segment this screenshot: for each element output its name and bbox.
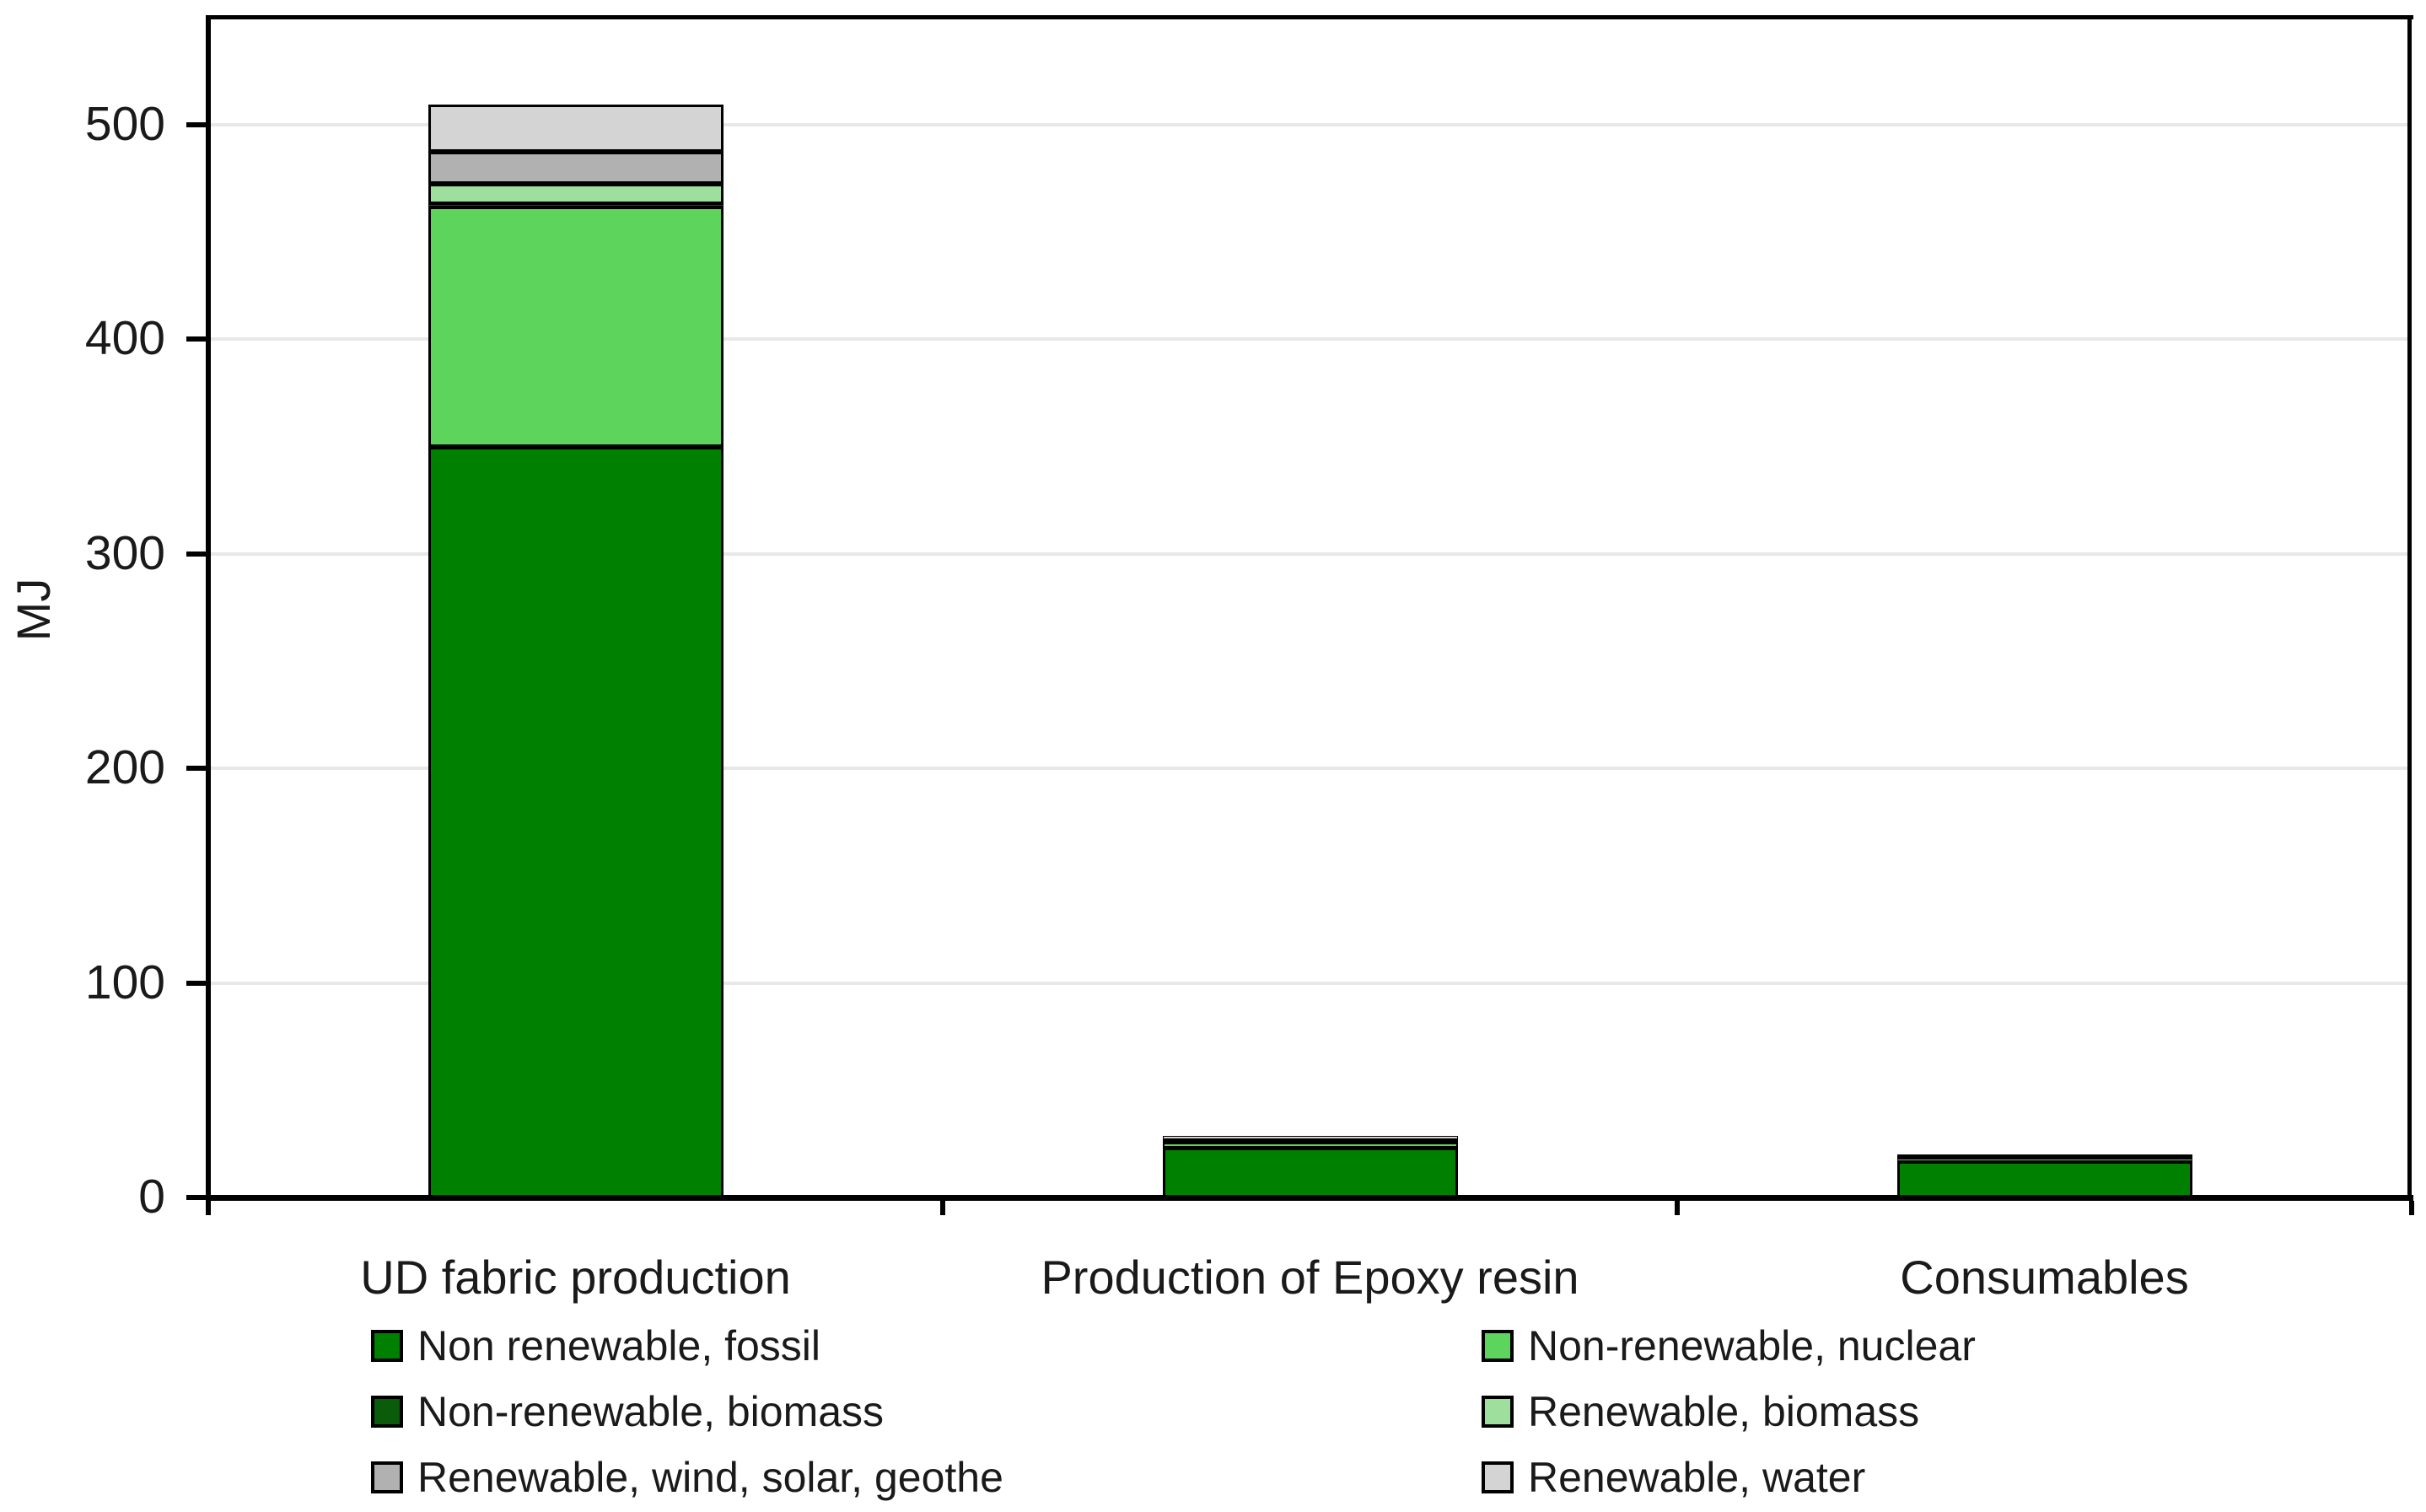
y-tick-mark [186,551,208,557]
x-tick-mark [1675,1201,1680,1215]
bar-segment [428,151,723,184]
y-tick-label: 500 [84,97,165,151]
y-axis-line [206,15,211,1201]
y-tick-label: 400 [84,311,165,366]
y-tick-mark [186,1195,208,1200]
gridline-100 [211,981,2407,985]
legend-swatch [1482,1461,1514,1493]
x-axis-line [206,1195,2413,1201]
x-category-label: Consumables [1900,1251,2189,1304]
x-tick-mark [206,1201,211,1215]
y-tick-mark [186,766,208,772]
x-tick-mark [2409,1201,2414,1215]
bar-segment [428,204,723,207]
y-tick-mark [186,122,208,127]
bar-segment [1162,1142,1458,1144]
legend-swatch [371,1330,403,1362]
x-category-label: Production of Epoxy resin [1041,1251,1579,1304]
legend-item: Non-renewable, nuclear [1482,1325,1976,1367]
legend-label: Non renewable, fossil [417,1322,821,1369]
bar-segment [1896,1155,2192,1158]
y-tick-mark [186,336,208,342]
y-tick-label: 0 [138,1170,165,1224]
bar-segment [1162,1138,1458,1141]
bar-segment [428,206,723,447]
bar-segment [428,183,723,205]
y-tick-label: 300 [84,525,165,580]
legend-swatch [1482,1396,1514,1428]
legend-item: Renewable, water [1482,1456,1865,1499]
bar-segment [1162,1140,1458,1143]
legend-label: Non-renewable, nuclear [1528,1322,1976,1369]
legend-label: Renewable, wind, solar, geothe [417,1454,1003,1501]
gridline-300 [211,552,2407,556]
y-tick-label: 200 [84,740,165,795]
x-tick-mark [940,1201,945,1215]
bar-segment [428,104,723,152]
legend-label: Renewable, water [1528,1454,1866,1501]
bar-segment [428,446,723,1197]
bar-segment [1162,1135,1458,1139]
y-tick-label: 100 [84,955,165,1009]
legend-item: Renewable, wind, solar, geothe [371,1456,1003,1499]
bar-segment [1896,1154,2192,1157]
plot-border-top [206,15,2413,19]
legend-item: Non renewable, fossil [371,1325,820,1367]
plot-border-right [2407,15,2412,1201]
legend-swatch [371,1461,403,1493]
y-axis-title: MJ [6,578,60,642]
legend-label: Non-renewable, biomass [417,1388,885,1435]
bar-segment [1896,1160,2192,1197]
bar-segment [1162,1148,1458,1197]
legend-item: Non-renewable, biomass [371,1391,884,1433]
legend-swatch [371,1396,403,1428]
gridline-400 [211,337,2407,342]
legend-item: Renewable, biomass [1482,1391,1919,1433]
gridline-200 [211,767,2407,771]
gridline-500 [211,123,2407,126]
legend-label: Renewable, biomass [1528,1388,1920,1435]
y-tick-mark [186,980,208,986]
legend-swatch [1482,1330,1514,1362]
x-category-label: UD fabric production [360,1251,791,1304]
